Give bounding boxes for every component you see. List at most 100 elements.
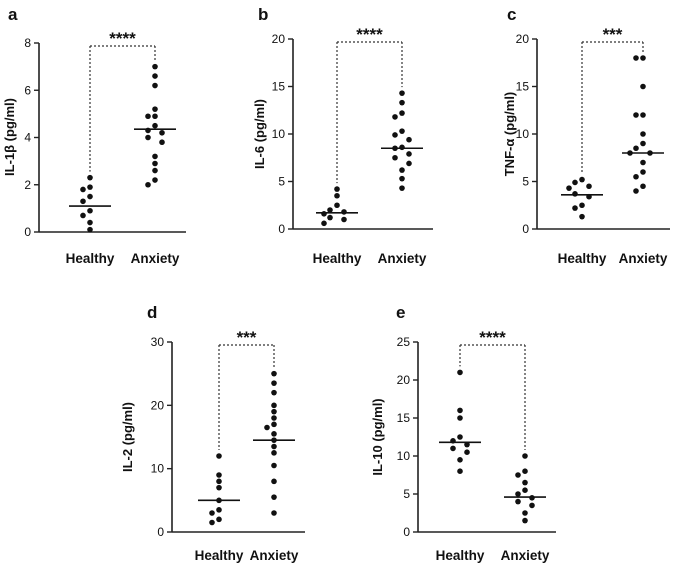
data-point [271,402,277,409]
y-tick-label: 5 [278,175,285,189]
data-point [327,214,333,221]
y-tick-label: 20 [151,398,165,412]
data-point [159,139,165,146]
x-category-label: Healthy [66,251,115,266]
data-point [572,179,578,186]
data-point [152,106,158,112]
data-point [216,516,222,523]
data-point [87,184,93,190]
data-point [515,472,521,478]
data-point [399,185,405,191]
data-point [399,167,405,173]
panel-d: d 0 10 20 30 IL-2 (pg/ml) Healthy Anxiety *** [120,303,305,563]
data-point [216,453,222,459]
panel-letter: c [507,5,516,24]
data-point [321,211,327,217]
data-point [566,185,572,191]
data-point [399,128,405,134]
data-point [399,144,405,151]
data-point [145,181,151,188]
x-category-label: Anxiety [131,251,180,266]
y-tick-label: 30 [151,335,165,349]
data-point [87,219,93,226]
data-point [579,213,585,220]
y-axis-label: IL-2 (pg/ml) [120,402,135,472]
data-point [145,113,151,120]
data-point [321,220,327,227]
significance-stars: **** [109,29,136,48]
data-point [334,202,340,209]
significance-stars: **** [479,328,506,347]
data-point [341,209,347,215]
data-point [579,176,585,183]
x-category-label: Healthy [558,251,607,266]
data-point [640,55,646,61]
y-tick-label: 5 [522,175,529,189]
significance-stars: *** [603,25,623,44]
y-tick-label: 0 [24,225,31,239]
data-point [633,188,639,194]
data-point [640,169,646,175]
y-tick-label: 20 [397,373,411,387]
panel-letter: b [258,5,268,24]
y-tick-label: 10 [516,127,530,141]
y-tick-label: 2 [24,178,31,192]
data-point [640,83,646,90]
data-point [392,154,398,161]
x-category-label: Healthy [195,548,244,563]
y-axis-label: IL-6 (pg/ml) [252,99,267,169]
data-point [271,510,277,516]
data-point [522,487,528,494]
data-point [271,494,277,500]
data-point [579,202,585,209]
data-point [145,134,151,141]
data-point [522,453,528,459]
data-point [271,478,277,485]
y-tick-label: 0 [278,222,285,236]
data-point [152,153,158,160]
y-tick-label: 0 [522,222,529,236]
data-point [271,415,277,421]
panel-letter: d [147,303,157,322]
data-point [216,484,222,491]
data-point [216,478,222,485]
data-point [159,129,165,136]
panel-c: c 0 5 10 15 20 TNF-α (pg/ml) Healthy Anxiety *** [502,5,670,266]
y-tick-label: 20 [272,32,286,46]
data-point [399,99,405,106]
x-category-label: Anxiety [378,251,427,266]
y-tick-label: 4 [24,131,31,145]
panel-a: a 0 2 4 6 8 IL-1β (pg/ml) Healthy Anxiety **** [2,5,186,266]
x-category-label: Anxiety [501,548,550,563]
data-point [457,457,463,463]
data-point [522,517,528,524]
data-point [572,191,578,197]
data-point [399,175,405,182]
data-point [271,370,277,377]
data-point [334,192,340,199]
significance-stars: **** [356,25,383,44]
data-point [522,468,528,475]
data-point [80,212,86,219]
data-point [87,193,93,200]
data-point [399,110,405,116]
data-point [87,174,93,181]
data-point [529,502,535,509]
data-point [392,132,398,138]
x-category-label: Healthy [313,251,362,266]
panel-b: b 0 5 10 15 20 IL-6 (pg/ml) Healthy Anxiety **** [252,5,433,266]
x-category-label: Anxiety [250,548,299,563]
data-point [87,226,93,233]
data-point [271,443,277,450]
data-point [271,389,277,396]
data-point [271,450,277,456]
data-point [640,131,646,137]
y-tick-label: 15 [397,411,411,425]
data-point [216,472,222,478]
data-point [633,145,639,152]
data-point [271,462,277,469]
significance-stars: *** [237,328,257,347]
y-tick-label: 15 [516,80,530,94]
data-point [216,507,222,513]
